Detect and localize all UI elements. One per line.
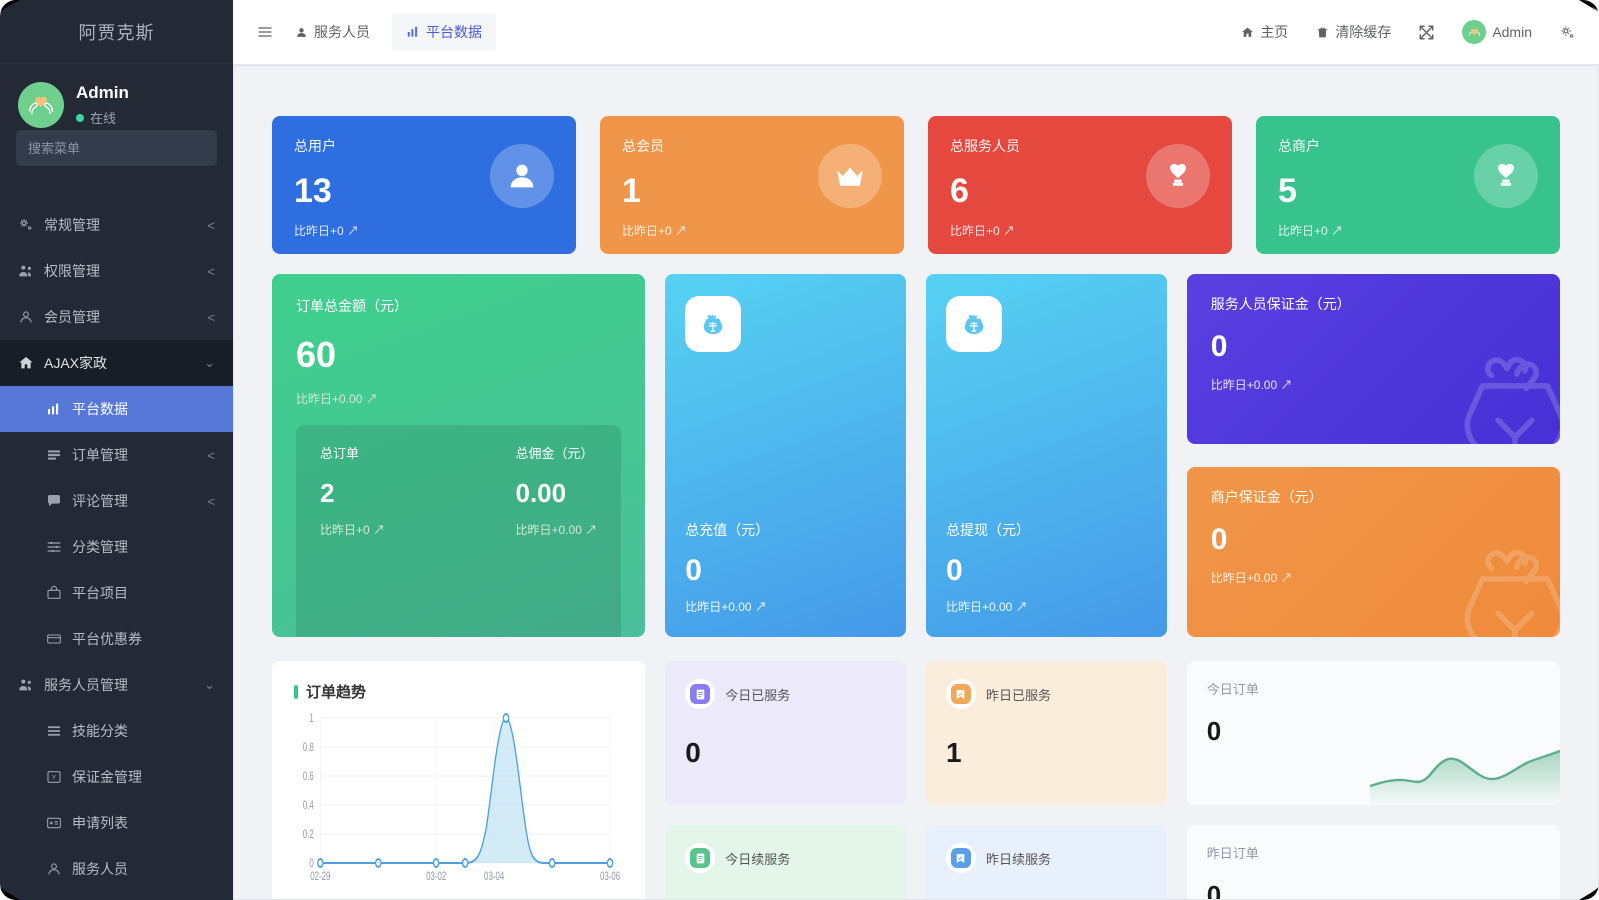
svg-text:0.2: 0.2 xyxy=(303,829,314,842)
svg-text:Y: Y xyxy=(52,774,57,781)
svg-text:02-29: 02-29 xyxy=(310,871,330,884)
svg-text:0.6: 0.6 xyxy=(303,771,314,784)
svg-text:0.8: 0.8 xyxy=(303,742,314,755)
svg-text:03-04: 03-04 xyxy=(484,871,504,884)
svg-text:1: 1 xyxy=(309,713,314,726)
svg-text:0.4: 0.4 xyxy=(303,800,314,813)
svg-text:03-02: 03-02 xyxy=(426,871,446,884)
svg-text:0: 0 xyxy=(309,858,314,871)
svg-text:03-06: 03-06 xyxy=(600,871,620,884)
